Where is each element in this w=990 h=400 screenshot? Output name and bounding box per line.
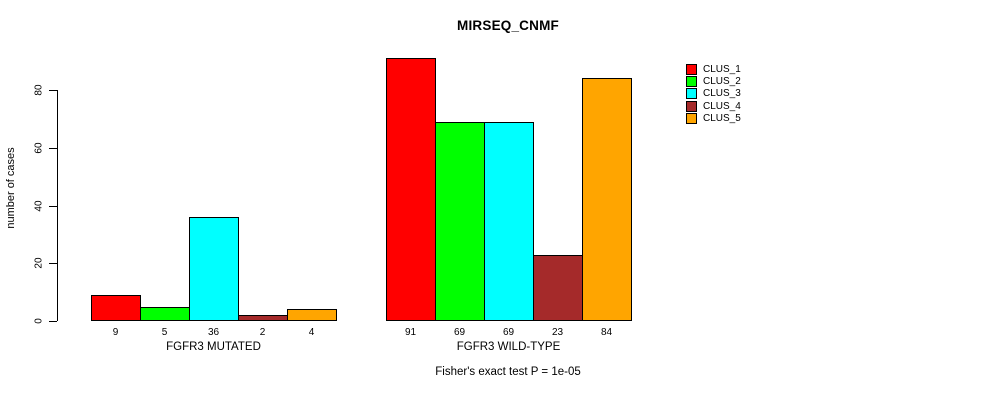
bar-clus_2-group1 — [435, 122, 485, 321]
legend-item-clus_1: CLUS_1 — [686, 63, 741, 75]
legend-swatch-icon — [686, 63, 697, 75]
bar-clus_4-group0 — [238, 315, 288, 321]
bar-value-label: 69 — [453, 327, 466, 338]
bar-clus_3-group1 — [484, 122, 534, 321]
group-label-fgfr3-wild-type: FGFR3 WILD-TYPE — [456, 341, 561, 353]
legend-swatch-icon — [686, 75, 697, 87]
y-tick-mark — [49, 206, 57, 207]
y-tick-label: 20 — [33, 257, 45, 269]
y-tick-mark — [49, 90, 57, 91]
bar-clus_3-group0 — [189, 217, 239, 321]
legend-label: CLUS_4 — [703, 100, 741, 112]
y-tick-label: 80 — [33, 84, 45, 96]
bar-value-label: 9 — [112, 327, 119, 338]
bar-clus_5-group1 — [582, 78, 632, 321]
legend-label: CLUS_2 — [703, 75, 741, 87]
bar-value-label: 23 — [551, 327, 564, 338]
bar-value-label: 69 — [502, 327, 515, 338]
legend-item-clus_4: CLUS_4 — [686, 100, 741, 112]
group-label-fgfr3-mutated: FGFR3 MUTATED — [166, 341, 261, 353]
bar-value-label: 36 — [207, 327, 220, 338]
bar-clus_5-group0 — [287, 309, 337, 321]
chart-title: MIRSEQ_CNMF — [457, 18, 559, 33]
bar-clus_1-group0 — [91, 295, 141, 321]
legend-label: CLUS_5 — [703, 113, 741, 125]
bar-clus_2-group0 — [140, 307, 190, 321]
bar-value-label: 84 — [600, 327, 613, 338]
legend-swatch-icon — [686, 88, 697, 100]
bar-clus_4-group1 — [533, 255, 583, 321]
y-tick-mark — [49, 321, 57, 322]
fisher-test-footnote: Fisher's exact test P = 1e-05 — [435, 366, 581, 378]
y-tick-label: 40 — [33, 200, 45, 212]
legend-item-clus_2: CLUS_2 — [686, 75, 741, 87]
legend-label: CLUS_3 — [703, 88, 741, 100]
y-tick-label: 0 — [33, 318, 45, 324]
legend-item-clus_3: CLUS_3 — [686, 88, 741, 100]
bar-value-label: 4 — [308, 327, 315, 338]
bar-value-label: 91 — [404, 327, 417, 338]
legend-item-clus_5: CLUS_5 — [686, 113, 741, 125]
y-axis-label: number of cases — [5, 147, 17, 229]
legend-label: CLUS_1 — [703, 63, 741, 75]
legend-swatch-icon — [686, 100, 697, 112]
bar-clus_1-group1 — [386, 58, 436, 321]
legend-swatch-icon — [686, 113, 697, 125]
bar-value-label: 5 — [161, 327, 168, 338]
y-tick-mark — [49, 263, 57, 264]
y-tick-label: 60 — [33, 142, 45, 154]
y-axis-line — [57, 90, 58, 321]
y-tick-mark — [49, 148, 57, 149]
bar-value-label: 2 — [259, 327, 266, 338]
